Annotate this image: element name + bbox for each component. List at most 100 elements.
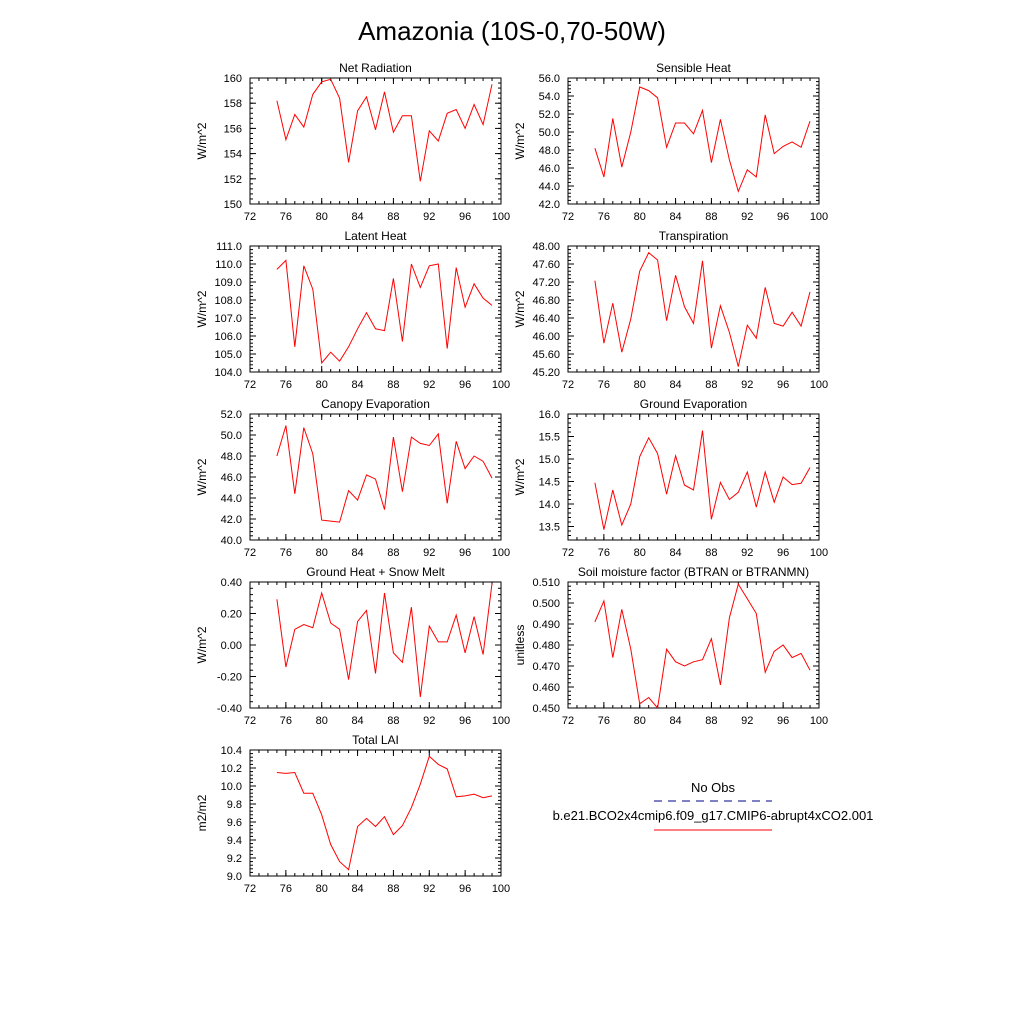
- panel-latent-heat: 72 76 80 84 88 92 96 100 104.0 105.0 106.0 107.0 108…: [195, 229, 510, 391]
- y-tick-label: 0.470: [532, 661, 560, 673]
- x-tick-label: 84: [351, 883, 363, 895]
- x-tick-label: 80: [316, 883, 328, 895]
- x-tick-label: 92: [741, 211, 753, 223]
- x-tick-label: 80: [634, 715, 646, 727]
- legend: No Obs b.e21.BCO2x4cmip6.f09_g17.CMIP6-a…: [553, 780, 873, 831]
- panel-total-lai: 72 76 80 84 88 92 96 100 9.0 9.2 9.4 9.6 9.8 10.0 10.2…: [195, 733, 510, 895]
- x-tick-label: 72: [562, 547, 574, 559]
- x-tick-label: 84: [351, 211, 363, 223]
- panel-title: Net Radiation: [339, 61, 412, 75]
- y-tick-label: 10.0: [221, 781, 242, 793]
- y-tick-label: 44.0: [539, 181, 560, 193]
- x-tick-label: 88: [387, 547, 399, 559]
- plot-frame: [567, 77, 820, 205]
- y-tick-label: 158: [224, 98, 242, 110]
- x-tick-label: 76: [598, 547, 610, 559]
- y-tick-label: 47.60: [532, 259, 560, 271]
- series-line: [594, 430, 811, 530]
- y-tick-label: 105.0: [214, 349, 242, 361]
- y-tick-label: 9.0: [227, 871, 242, 883]
- page-title: Amazonia (10S-0,70-50W): [358, 16, 666, 46]
- y-tick-label: 9.2: [227, 853, 242, 865]
- x-tick-label: 100: [492, 211, 510, 223]
- y-tick-label: -0.40: [217, 703, 242, 715]
- y-tick-label: 45.60: [532, 349, 560, 361]
- plot-frame: [567, 581, 820, 709]
- y-tick-label: -0.20: [217, 672, 242, 684]
- y-tick-label: 46.0: [539, 163, 560, 175]
- plot-frame: [249, 77, 502, 205]
- x-tick-label: 72: [562, 211, 574, 223]
- y-tick-label: 46.80: [532, 295, 560, 307]
- y-axis-label: W/m^2: [513, 458, 527, 495]
- series-line: [276, 755, 493, 871]
- x-tick-label: 100: [492, 715, 510, 727]
- x-tick-label: 80: [634, 211, 646, 223]
- x-tick-label: 96: [777, 715, 789, 727]
- y-tick-label: 0.20: [221, 609, 242, 621]
- y-tick-label: 46.40: [532, 313, 560, 325]
- x-tick-label: 80: [316, 379, 328, 391]
- x-tick-label: 100: [492, 379, 510, 391]
- x-tick-label: 100: [810, 547, 828, 559]
- y-tick-label: 15.5: [539, 432, 560, 444]
- panel-ground-heat-snow-melt: 72 76 80 84 88 92 96 100 -0.40 -0.20 0.00 0.20 0.40 G…: [195, 565, 510, 727]
- x-tick-label: 92: [423, 211, 435, 223]
- x-tick-label: 80: [316, 211, 328, 223]
- x-tick-label: 100: [810, 715, 828, 727]
- panel-title: Transpiration: [659, 229, 729, 243]
- x-tick-label: 76: [280, 211, 292, 223]
- y-tick-label: 0.510: [532, 577, 560, 589]
- x-tick-label: 76: [598, 211, 610, 223]
- x-tick-label: 80: [316, 715, 328, 727]
- y-tick-label: 50.0: [539, 127, 560, 139]
- y-tick-label: 40.0: [221, 535, 242, 547]
- x-tick-label: 96: [459, 379, 471, 391]
- panel-title: Sensible Heat: [656, 61, 731, 75]
- panel-transpiration: 72 76 80 84 88 92 96 100 45.20 45.60 46.00 46.40 46.…: [513, 229, 828, 391]
- x-tick-label: 76: [280, 379, 292, 391]
- panel-soil-moisture-factor-btran-or-btranmn: 72 76 80 84 88 92 96 100 0.450 0.460 0.470 0.480 0.4…: [513, 565, 828, 727]
- y-tick-label: 107.0: [214, 313, 242, 325]
- x-tick-label: 100: [810, 211, 828, 223]
- y-tick-label: 48.0: [539, 145, 560, 157]
- series-line: [594, 86, 811, 193]
- y-tick-label: 0.480: [532, 640, 560, 652]
- y-tick-label: 9.8: [227, 799, 242, 811]
- x-tick-label: 88: [705, 211, 717, 223]
- x-tick-label: 92: [423, 715, 435, 727]
- y-tick-label: 10.4: [221, 745, 242, 757]
- y-tick-label: 0.00: [221, 640, 242, 652]
- x-tick-label: 76: [598, 715, 610, 727]
- x-tick-label: 92: [423, 379, 435, 391]
- x-tick-label: 92: [741, 547, 753, 559]
- y-tick-label: 9.4: [227, 835, 242, 847]
- x-tick-label: 88: [387, 715, 399, 727]
- x-tick-label: 84: [669, 379, 681, 391]
- panel-title: Soil moisture factor (BTRAN or BTRANMN): [578, 565, 809, 579]
- x-tick-label: 88: [705, 715, 717, 727]
- panels: 72 76 80 84 88 92 96 100 150 152 154 156 158 160 Net R…: [195, 61, 828, 895]
- y-tick-label: 110.0: [215, 259, 242, 271]
- y-axis-label: m2/m2: [195, 794, 209, 831]
- y-tick-label: 106.0: [214, 331, 242, 343]
- panel-ground-evaporation: 72 76 80 84 88 92 96 100 13.5 14.0 14.5 15.0 15.5 16.…: [513, 397, 828, 559]
- y-tick-label: 109.0: [214, 277, 242, 289]
- x-tick-label: 84: [351, 547, 363, 559]
- x-tick-label: 80: [634, 547, 646, 559]
- y-tick-label: 45.20: [532, 367, 560, 379]
- x-tick-label: 96: [777, 547, 789, 559]
- y-tick-label: 56.0: [539, 73, 560, 85]
- x-tick-label: 76: [280, 715, 292, 727]
- x-tick-label: 76: [280, 883, 292, 895]
- x-tick-label: 96: [459, 883, 471, 895]
- x-tick-label: 72: [244, 547, 256, 559]
- y-tick-label: 154: [224, 149, 242, 161]
- y-tick-label: 14.5: [539, 477, 560, 489]
- y-tick-label: 46.0: [221, 472, 242, 484]
- y-tick-label: 0.450: [532, 703, 560, 715]
- y-tick-label: 9.6: [227, 817, 242, 829]
- panel-title: Total LAI: [352, 733, 399, 747]
- y-tick-label: 46.00: [532, 331, 560, 343]
